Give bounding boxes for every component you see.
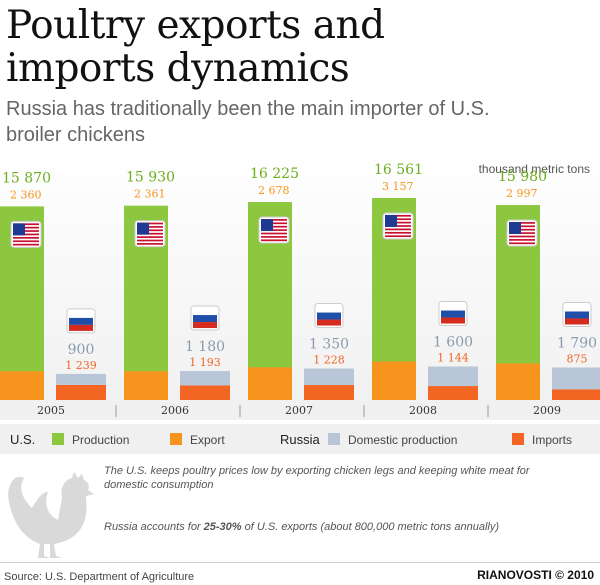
domestic-production-bar (552, 367, 600, 390)
legend-russia-label: Russia (280, 432, 320, 447)
russia-flag-icon (562, 301, 592, 327)
year-tick-label: 2007 (285, 404, 313, 417)
source-text: Source: U.S. Department of Agriculture (4, 571, 195, 583)
domestic-production-bar (56, 373, 106, 385)
domestic-production-value-label: 1 180 (185, 339, 225, 355)
production-value-label: 15 870 (2, 170, 51, 186)
year-tick-label: 2009 (533, 404, 561, 417)
us-flag-icon (10, 220, 42, 248)
production-value-label: 15 980 (498, 169, 547, 185)
footer-divider (0, 562, 600, 563)
domestic-production-value-label: 900 (68, 342, 95, 358)
year-tick-label: 2008 (409, 404, 437, 417)
legend-domestic-label: Domestic production (348, 433, 458, 447)
legend-export-swatch (170, 433, 182, 445)
domestic-production-value-label: 1 790 (557, 335, 597, 351)
imports-bar (56, 384, 106, 400)
us-flag-icon (258, 216, 290, 244)
legend-us-label: U.S. (10, 432, 36, 447)
export-bar (0, 371, 44, 400)
production-value-label: 16 225 (250, 166, 299, 182)
export-bar (496, 363, 540, 400)
export-value-label: 2 678 (258, 184, 290, 197)
legend-imports-label: Imports (532, 433, 573, 447)
us-flag-icon (506, 219, 538, 247)
rooster-icon (8, 472, 94, 558)
page-subtitle: Russia has traditionally been the main i… (6, 98, 490, 146)
unit-label: thousand metric tons (478, 162, 590, 176)
note-legs-line2: domestic consumption (104, 479, 214, 491)
export-value-label: 2 997 (506, 187, 538, 200)
us-flag-icon (382, 212, 414, 240)
us-flag-icon (134, 220, 166, 248)
notes-section: The U.S. keeps poultry prices low by exp… (0, 458, 600, 562)
legend-production-label: Production (72, 433, 130, 447)
page-title: Poultry exports and imports dynamics (6, 3, 385, 91)
legend: U.S. Production Export Russia Domestic p… (0, 424, 600, 454)
imports-bar (304, 385, 354, 400)
imports-value-label: 1 144 (437, 352, 469, 365)
export-value-label: 2 361 (134, 188, 166, 201)
russia-flag-icon (66, 308, 96, 334)
export-value-label: 3 157 (382, 180, 414, 193)
imports-bar (180, 385, 230, 400)
export-bar (372, 361, 416, 400)
russia-flag-icon (314, 303, 344, 329)
domestic-production-bar (428, 366, 478, 387)
domestic-production-bar (180, 371, 230, 386)
russia-flag-icon (190, 305, 220, 331)
imports-bar (552, 389, 600, 400)
export-bar (248, 367, 292, 400)
domestic-production-value-label: 1 350 (309, 337, 349, 353)
imports-value-label: 1 228 (313, 354, 345, 367)
export-bar (124, 371, 168, 400)
imports-value-label: 1 239 (65, 359, 97, 372)
legend-imports-swatch (512, 433, 524, 445)
domestic-production-bar (304, 368, 354, 386)
note-russia-share: Russia accounts for 25-30% of U.S. expor… (104, 521, 499, 533)
imports-bar (428, 386, 478, 400)
russia-flag-icon (438, 301, 468, 327)
note-legs-line1: The U.S. keeps poultry prices low by exp… (104, 465, 530, 477)
imports-value-label: 1 193 (189, 356, 221, 369)
legend-domestic-swatch (328, 433, 340, 445)
imports-value-label: 875 (567, 352, 588, 365)
brand-logo: RIANOVOSTI © 2010 (477, 568, 594, 582)
legend-production-swatch (52, 433, 64, 445)
year-tick-label: 2006 (161, 404, 189, 417)
production-value-label: 15 930 (126, 170, 175, 186)
production-value-label: 16 561 (374, 162, 423, 178)
year-tick-label: 2005 (37, 404, 65, 417)
legend-export-label: Export (190, 433, 225, 447)
domestic-production-value-label: 1 600 (433, 335, 473, 351)
export-value-label: 2 360 (10, 188, 42, 201)
